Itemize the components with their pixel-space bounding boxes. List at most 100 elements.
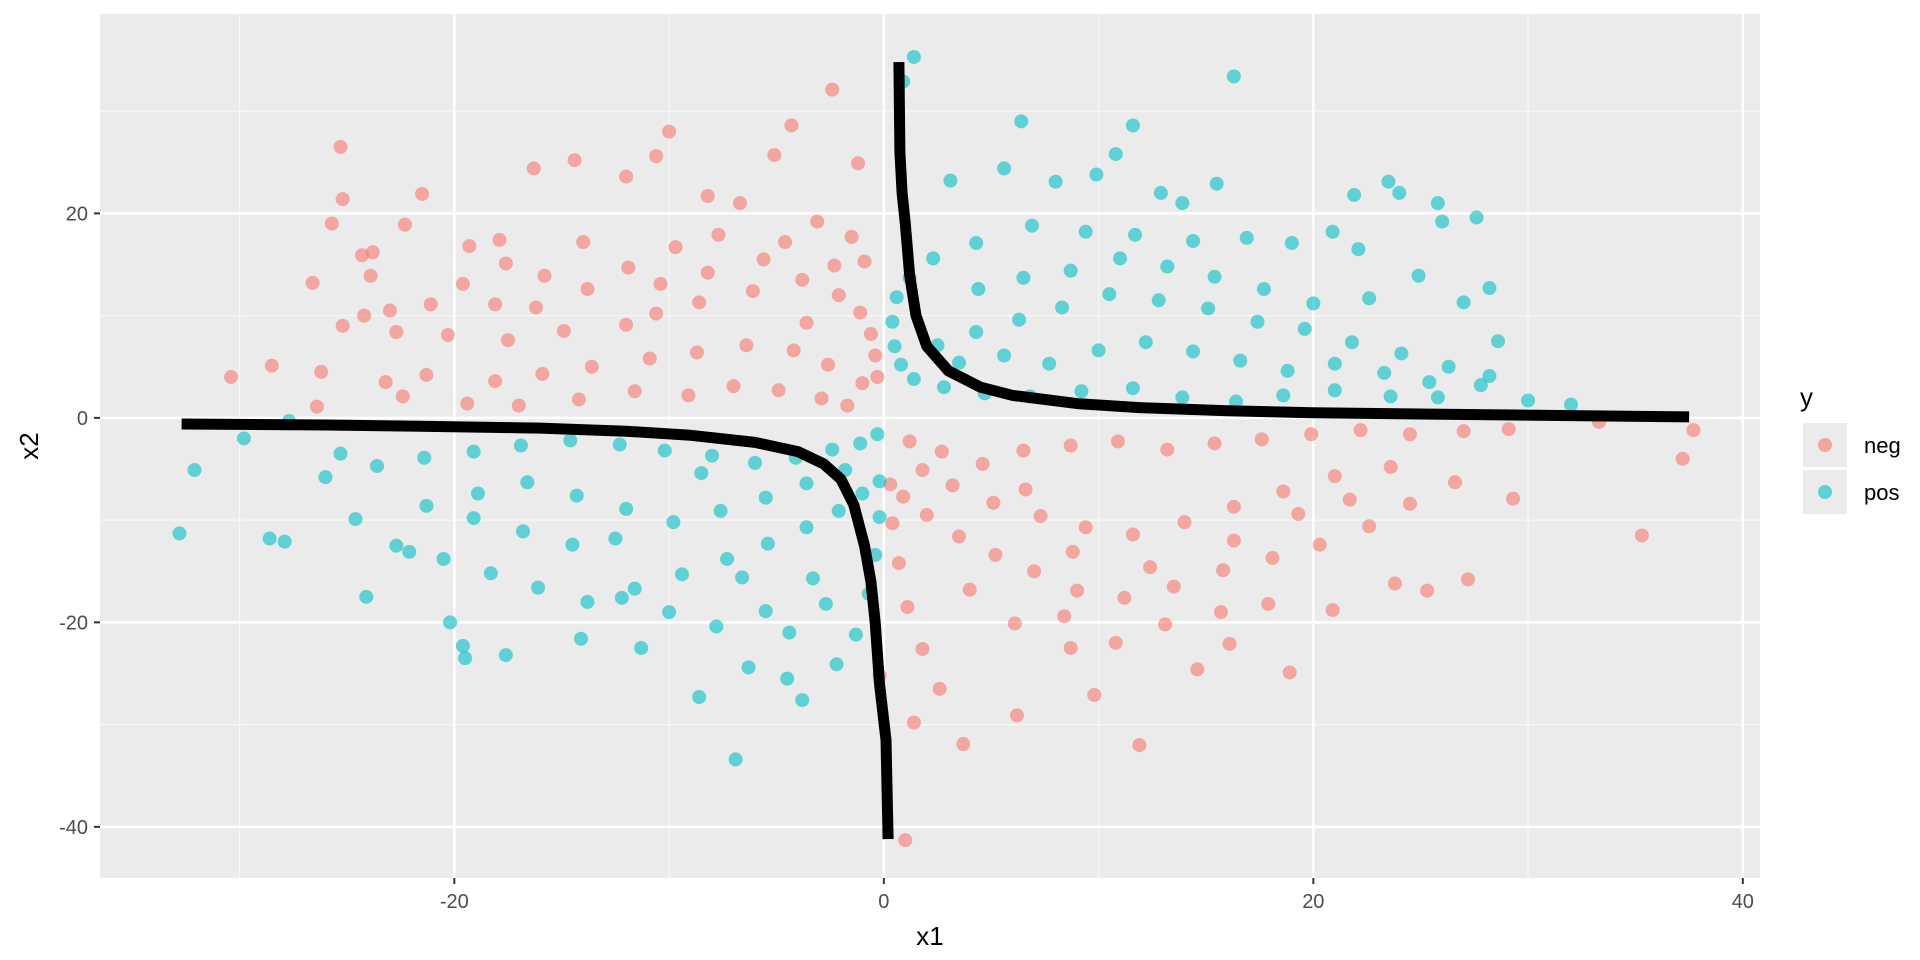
point-neg (956, 737, 971, 752)
point-neg (1065, 544, 1080, 559)
point-neg (1016, 443, 1031, 458)
y-tick-label: 20 (66, 203, 88, 225)
point-pos (758, 604, 773, 619)
point-neg (1222, 636, 1237, 651)
point-neg (902, 434, 917, 449)
point-pos (1160, 259, 1175, 274)
point-pos (580, 594, 595, 609)
point-neg (810, 214, 825, 229)
point-pos (1128, 227, 1143, 242)
point-neg (378, 375, 393, 390)
point-pos (574, 631, 589, 646)
point-pos (971, 282, 986, 297)
point-pos (1078, 224, 1093, 239)
point-neg (689, 345, 704, 360)
point-neg (460, 396, 475, 411)
point-neg (868, 348, 883, 363)
point-neg (975, 456, 990, 471)
point-neg (1460, 572, 1475, 587)
point-pos (1422, 375, 1437, 390)
point-neg (827, 258, 842, 273)
point-neg (1226, 499, 1241, 514)
point-pos (674, 567, 689, 582)
point-pos (705, 448, 720, 463)
point-neg (567, 153, 582, 168)
point-pos (831, 503, 846, 518)
point-neg (1304, 427, 1319, 442)
point-neg (795, 272, 810, 287)
point-neg (898, 833, 913, 848)
point-pos (333, 446, 348, 461)
point-neg (1207, 436, 1222, 451)
plot-panel (100, 14, 1760, 878)
point-neg (526, 161, 541, 176)
point-neg (1226, 533, 1241, 548)
point-pos (531, 580, 546, 595)
point-pos (470, 486, 485, 501)
point-neg (309, 399, 324, 414)
point-pos (829, 657, 844, 672)
point-pos (1327, 356, 1342, 371)
point-pos (1102, 287, 1117, 302)
point-pos (1394, 346, 1409, 361)
point-neg (1448, 475, 1463, 490)
point-neg (382, 303, 397, 318)
point-neg (1402, 427, 1417, 442)
point-pos (1276, 388, 1291, 403)
y-tick-label: -40 (59, 817, 88, 839)
point-pos (1325, 224, 1340, 239)
point-pos (277, 534, 292, 549)
point-pos (889, 290, 904, 305)
point-pos (1207, 269, 1222, 284)
point-neg (1007, 616, 1022, 631)
point-pos (359, 589, 374, 604)
point-neg (1213, 605, 1228, 620)
point-neg (488, 297, 503, 312)
point-neg (1009, 708, 1024, 723)
point-pos (1491, 334, 1506, 349)
point-pos (1186, 233, 1201, 248)
point-pos (1456, 295, 1471, 310)
point-neg (335, 192, 350, 207)
point-neg (919, 508, 934, 523)
point-neg (1342, 492, 1357, 507)
boundary-branch-1 (893, 62, 1690, 423)
point-neg (1063, 640, 1078, 655)
x-tick-label: 0 (878, 891, 889, 913)
point-pos (262, 531, 277, 546)
point-pos (906, 372, 921, 387)
point-pos (1564, 397, 1579, 412)
point-neg (700, 265, 715, 280)
axis-tick-labels: -20 0 20 40 -40 -20 0 20 (59, 203, 1754, 913)
point-neg (1325, 603, 1340, 618)
point-pos (1435, 214, 1450, 229)
point-pos (694, 466, 709, 481)
point-neg (535, 366, 550, 381)
point-pos (619, 501, 634, 516)
point-neg (851, 156, 866, 171)
point-neg (915, 463, 930, 478)
series-pos-points (172, 49, 1579, 767)
point-neg (1110, 434, 1125, 449)
point-neg (857, 254, 872, 269)
point-pos (1280, 363, 1295, 378)
point-neg (264, 358, 279, 373)
boundary-branch-2 (181, 418, 894, 840)
point-neg (1166, 579, 1181, 594)
point-pos (1347, 187, 1362, 202)
point-pos (936, 380, 951, 395)
point-pos (692, 690, 707, 705)
point-pos (1441, 359, 1456, 374)
point-neg (1018, 482, 1033, 497)
point-neg (1216, 563, 1231, 578)
point-pos (1089, 167, 1104, 182)
point-pos (520, 475, 535, 490)
point-neg (662, 124, 677, 139)
point-pos (1482, 368, 1497, 383)
point-pos (747, 455, 762, 470)
point-pos (1351, 242, 1366, 257)
point-neg (1057, 609, 1072, 624)
x-tick-label: 40 (1732, 891, 1754, 913)
point-neg (1506, 491, 1521, 506)
point-neg (1177, 515, 1192, 530)
